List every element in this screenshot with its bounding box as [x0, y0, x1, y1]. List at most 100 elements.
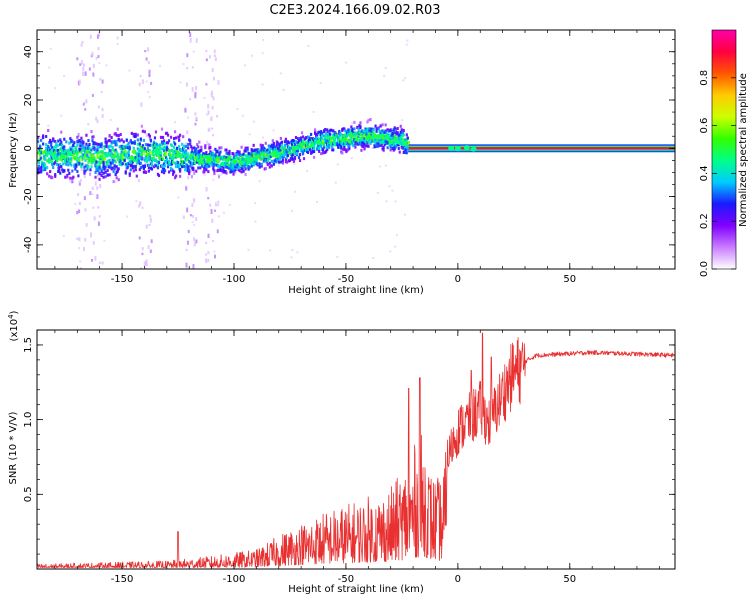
- spectrogram-cell: [309, 132, 313, 136]
- spectrogram-cell: [153, 143, 157, 147]
- spectrogram-cell: [84, 148, 87, 152]
- spectrogram-cell: [133, 149, 136, 153]
- spectrogram-cell: [104, 175, 107, 179]
- spectrogram-cell: [315, 136, 318, 140]
- spectrogram-cell: [192, 166, 195, 170]
- spectrogram-cell: [341, 142, 344, 146]
- spectrogram-cell: [182, 148, 185, 152]
- spectrogram-cell: [91, 94, 94, 97]
- spectrogram-cell: [46, 154, 49, 158]
- spectrogram-cell: [405, 145, 408, 149]
- spectrogram-cell: [185, 149, 188, 153]
- spectrogram-cell: [258, 165, 261, 169]
- spectrogram-cell: [75, 163, 78, 167]
- spectrogram-cell: [212, 152, 215, 156]
- spectrogram-cell: [98, 32, 101, 37]
- spectrogram-cell: [399, 137, 402, 141]
- spectrogram-cell: [42, 136, 45, 140]
- spectrogram-cell: [384, 123, 387, 127]
- spectrogram-cell: [38, 161, 41, 165]
- spectrogram-cell: [97, 221, 100, 226]
- spectrogram-cell: [301, 140, 305, 144]
- spectrogram-cell: [326, 136, 329, 140]
- spectrogram-cell: [205, 186, 208, 192]
- spectrogram-cell: [197, 145, 200, 149]
- snr-x-tick-label: 0: [455, 574, 461, 585]
- spectrogram-cell: [177, 161, 180, 165]
- spectrogram-cell: [139, 137, 142, 141]
- spectrogram-cell: [272, 129, 275, 132]
- spectrogram-cell: [121, 162, 124, 166]
- spectrogram-cell: [242, 152, 245, 156]
- spectrogram-cell: [196, 143, 199, 147]
- spectrogram-cell: [298, 153, 302, 157]
- spectrogram-cell: [291, 209, 294, 212]
- spectrogram-cell: [66, 155, 69, 159]
- spectrogram-cell: [207, 103, 210, 109]
- spectrogram-cell: [63, 145, 66, 149]
- spectrogram-cell: [102, 165, 105, 169]
- spectrogram-cell: [251, 149, 254, 153]
- spectrogram-cell: [369, 118, 372, 122]
- spectrogram-cell: [130, 158, 133, 162]
- spectrogram-cell: [167, 139, 171, 143]
- spectrogram-cell: [347, 132, 350, 136]
- spectrogram-cell: [213, 160, 216, 164]
- spectrogram-cell: [148, 153, 152, 157]
- spectrogram-cell: [101, 114, 104, 119]
- spectrogram-cell: [318, 130, 321, 134]
- spectrogram-cell: [207, 170, 210, 174]
- spectrogram-cell: [97, 105, 100, 109]
- spectrogram-cell: [84, 163, 87, 167]
- spectrogram-cell: [348, 144, 351, 148]
- spectrogram-cell: [150, 81, 153, 85]
- spectrogram-cell: [92, 154, 95, 158]
- spectrogram-cell: [279, 148, 282, 152]
- spectrogram-cell: [124, 153, 127, 157]
- spectrogram-cell: [141, 79, 144, 85]
- spectrogram-cell: [86, 150, 89, 154]
- spectrogram-cell: [145, 224, 148, 229]
- spectrogram-cell: [65, 162, 68, 166]
- spectrogram-cell: [266, 162, 269, 166]
- spectrogram-cell: [292, 139, 296, 143]
- spectrogram-cell: [470, 146, 477, 152]
- spectrogram-cell: [388, 185, 391, 188]
- spectrogram-y-tick-label: -20: [23, 188, 34, 204]
- spectrogram-cell: [325, 149, 328, 153]
- spectrogram-cell: [38, 150, 41, 154]
- spectrogram-cell: [164, 156, 168, 160]
- spectrogram-cell: [141, 252, 144, 256]
- spectrogram-cell: [76, 153, 79, 157]
- spectrogram-cell: [154, 164, 158, 168]
- spectrogram-cell: [252, 120, 255, 123]
- spectrogram-cell: [63, 153, 66, 157]
- spectrogram-cell: [138, 168, 141, 172]
- spectrogram-cell: [178, 145, 181, 149]
- spectrogram-cell: [91, 51, 94, 57]
- spectrogram-cell: [126, 146, 129, 150]
- spectrogram-cell: [195, 86, 198, 91]
- spectrogram-cell: [51, 146, 54, 150]
- spectrogram-cell: [60, 142, 63, 146]
- spectrogram-cell: [191, 221, 194, 224]
- spectrogram-cell: [148, 143, 152, 147]
- spectrogram-cell: [103, 153, 106, 157]
- spectrogram-cell: [218, 153, 221, 157]
- spectrogram-cell: [217, 155, 220, 159]
- spectrogram-cell: [96, 186, 99, 190]
- spectrogram-cell: [78, 138, 81, 142]
- spectrogram-panel: -150 -100 -50 0 50 -40 -20 0 20 40 Height of str…: [8, 29, 676, 296]
- spectrogram-cell: [264, 154, 267, 158]
- spectrogram-cell: [203, 158, 206, 162]
- spectrogram-cell: [126, 156, 129, 160]
- spectrogram-cell: [152, 140, 156, 144]
- spectrogram-cell: [64, 175, 67, 179]
- spectrogram-cell: [149, 138, 153, 142]
- spectrogram-cell: [186, 130, 189, 135]
- spectrogram-cell: [178, 135, 181, 139]
- spectrogram-cell: [65, 149, 68, 153]
- spectrogram-cell: [389, 135, 392, 139]
- spectrogram-cell: [116, 152, 119, 156]
- spectrogram-cell: [406, 136, 409, 140]
